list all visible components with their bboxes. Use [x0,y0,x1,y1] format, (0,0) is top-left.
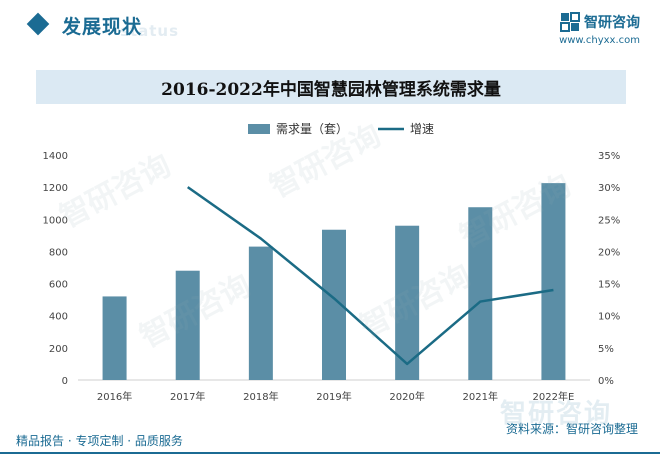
brand-url: www.chyxx.com [559,35,640,46]
brand-logo-icon [560,12,580,32]
y-right-tick-label: 15% [598,280,620,291]
y-left-tick-label: 1000 [43,215,68,226]
header: status 发展现状 智研咨询 www.chyxx.com [0,0,660,62]
y-left-tick-label: 1200 [43,183,68,194]
section-title-en: status [120,22,179,40]
bar [248,246,273,380]
x-tick-label: 2020年 [389,390,424,403]
y-left-tick-label: 800 [49,247,68,258]
x-tick-label: 2022年E [533,390,575,403]
y-right-tick-label: 25% [598,215,620,226]
legend-bar-swatch [248,124,270,134]
x-tick-label: 2021年 [463,390,498,403]
y-left-tick-label: 600 [49,280,68,291]
y-right-tick-label: 5% [598,344,614,355]
y-left-tick-label: 1400 [43,151,68,162]
y-right-tick-label: 0% [598,376,614,387]
y-right-tick-label: 35% [598,151,620,162]
y-left-tick-label: 200 [49,344,68,355]
source-note: 资料来源：智研咨询整理 [505,422,638,436]
bar [175,270,200,380]
x-tick-label: 2018年 [243,390,278,403]
legend-line-label: 增速 [410,122,434,136]
chart: 0 200 400 600 800 1000 1200 1400 0% 5% 10% 15% 20% 25… [43,118,621,403]
y-left-tick-label: 0 [62,376,68,387]
y-right-tick-label: 10% [598,312,620,323]
bar [541,183,566,380]
bar [102,296,127,380]
bar [395,225,420,380]
chart-title-band: 2016-2022年中国智慧园林管理系统需求量 [36,70,626,104]
section-title: 发展现状 [62,16,143,38]
bar [468,207,493,380]
footer-tagline: 精品报告 · 专项定制 · 品质服务 [16,434,183,448]
section-diamond-icon [26,12,50,36]
growth-line [186,186,554,366]
x-tick-label: 2016年 [97,390,132,403]
x-tick-label: 2019年 [316,390,351,403]
footer-brand-watermark: 智研咨询 [500,399,613,429]
y-right-tick-label: 20% [598,247,620,258]
chart-title: 2016-2022年中国智慧园林管理系统需求量 [161,79,501,100]
legend-bar-label: 需求量（套） [276,122,348,136]
y-right-tick-label: 30% [598,183,620,194]
x-tick-label: 2017年 [170,390,205,403]
footer-divider [0,452,660,454]
brand-name: 智研咨询 [584,15,640,31]
brand: 智研咨询 www.chyxx.com [559,12,640,46]
y-left-tick-label: 400 [49,312,68,323]
watermark-text: 智研咨询 [54,148,176,235]
